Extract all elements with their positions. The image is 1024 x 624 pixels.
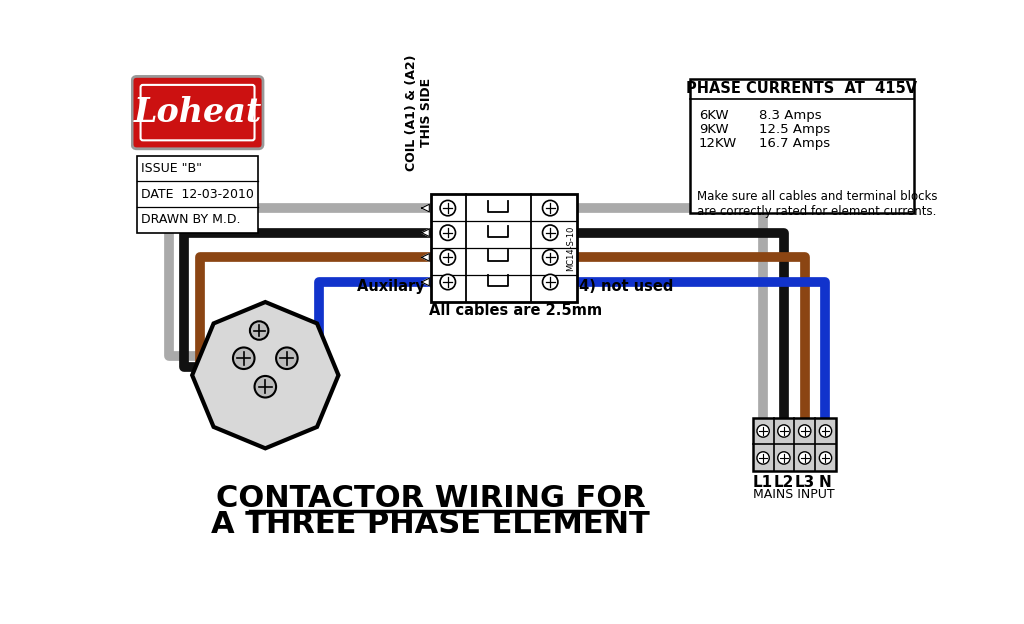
Text: L1: L1	[753, 475, 773, 490]
Text: 16.7 Amps: 16.7 Amps	[759, 137, 830, 150]
Circle shape	[799, 452, 811, 464]
Text: ISSUE "B": ISSUE "B"	[140, 162, 202, 175]
Bar	[689, 79, 914, 213]
Circle shape	[819, 425, 831, 437]
Polygon shape	[422, 278, 429, 286]
Text: 12KW: 12KW	[698, 137, 737, 150]
Text: DATE  12-03-2010: DATE 12-03-2010	[140, 188, 254, 201]
Circle shape	[440, 225, 456, 240]
Circle shape	[543, 225, 558, 240]
Circle shape	[778, 425, 791, 437]
Bar	[431, 194, 578, 302]
Circle shape	[440, 200, 456, 216]
Text: DRAWN BY M.D.: DRAWN BY M.D.	[140, 213, 240, 227]
Text: L2: L2	[774, 475, 794, 490]
FancyBboxPatch shape	[132, 76, 263, 149]
Text: CONTACTOR WIRING FOR: CONTACTOR WIRING FOR	[216, 484, 646, 513]
Circle shape	[757, 425, 769, 437]
Text: MC14-S-10: MC14-S-10	[566, 225, 575, 271]
Text: MAINS INPUT: MAINS INPUT	[754, 489, 836, 501]
Circle shape	[233, 348, 255, 369]
Bar	[137, 156, 258, 233]
Polygon shape	[422, 204, 429, 212]
Circle shape	[543, 275, 558, 290]
Circle shape	[543, 200, 558, 216]
Circle shape	[757, 452, 769, 464]
Text: Loheat: Loheat	[133, 96, 262, 129]
Circle shape	[440, 275, 456, 290]
Text: COIL (A1) & (A2)
THIS SIDE: COIL (A1) & (A2) THIS SIDE	[406, 55, 433, 171]
Text: 6KW: 6KW	[698, 109, 728, 122]
Text: A THREE PHASE ELEMENT: A THREE PHASE ELEMENT	[212, 510, 650, 539]
Polygon shape	[193, 302, 339, 448]
Text: N: N	[819, 475, 831, 490]
Circle shape	[778, 452, 791, 464]
Circle shape	[799, 425, 811, 437]
Text: Make sure all cables and terminal blocks
are correctly rated for element current: Make sure all cables and terminal blocks…	[697, 190, 938, 218]
Bar	[753, 417, 836, 471]
Text: L3: L3	[795, 475, 815, 490]
Circle shape	[276, 348, 298, 369]
Text: 9KW: 9KW	[698, 123, 728, 136]
Circle shape	[250, 321, 268, 339]
Text: Auxilary contacts (13) & (14) not used: Auxilary contacts (13) & (14) not used	[357, 279, 674, 294]
Text: 12.5 Amps: 12.5 Amps	[759, 123, 830, 136]
Text: All cables are 2.5mm: All cables are 2.5mm	[429, 303, 602, 318]
Text: 8.3 Amps: 8.3 Amps	[759, 109, 821, 122]
Circle shape	[255, 376, 276, 397]
Polygon shape	[422, 229, 429, 236]
Circle shape	[819, 452, 831, 464]
Circle shape	[543, 250, 558, 265]
Polygon shape	[422, 253, 429, 261]
Text: PHASE CURRENTS  AT  415V: PHASE CURRENTS AT 415V	[686, 81, 918, 96]
Circle shape	[440, 250, 456, 265]
